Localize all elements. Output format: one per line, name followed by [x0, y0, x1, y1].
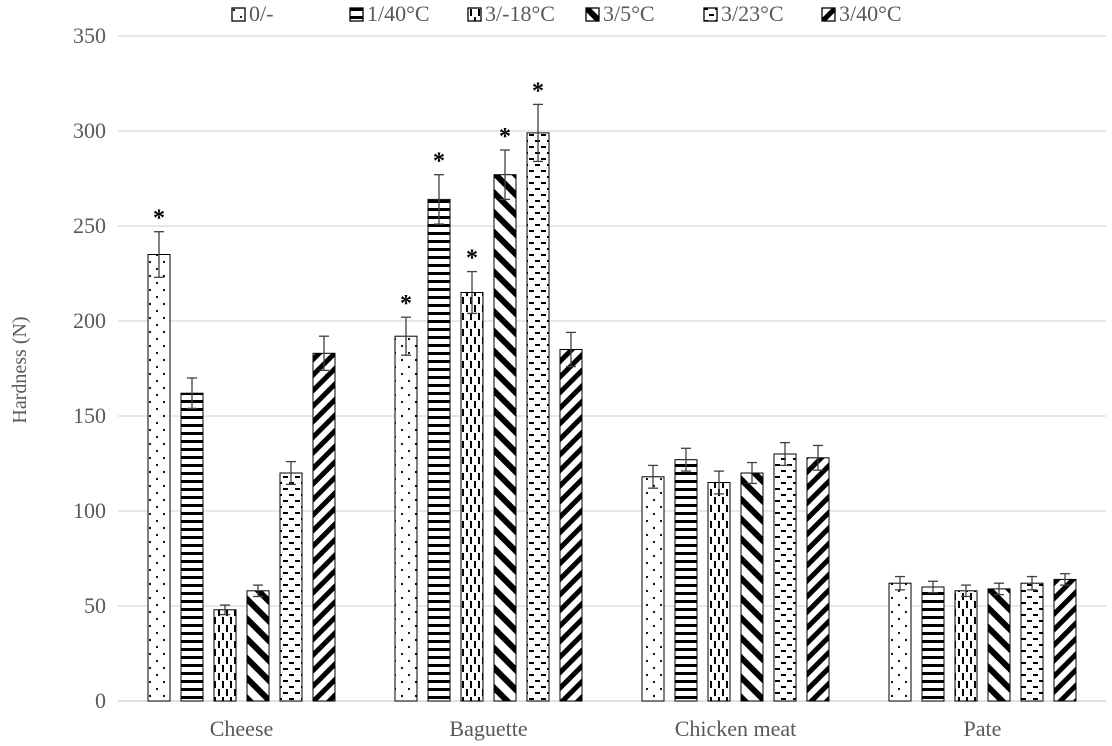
bar	[707, 482, 731, 702]
y-tick-label: 350	[73, 23, 106, 48]
x-category-label: Baguette	[449, 716, 527, 741]
legend-label: 0/-	[249, 1, 273, 26]
legend-swatch	[821, 7, 836, 22]
y-tick-label: 150	[73, 403, 106, 428]
y-tick-label: 100	[73, 498, 106, 523]
y-tick-label: 0	[95, 688, 106, 713]
bar	[740, 472, 764, 702]
bar	[147, 254, 171, 702]
bar	[526, 132, 550, 702]
bar	[460, 292, 484, 702]
significance-marker: *	[499, 124, 511, 150]
significance-marker: *	[153, 206, 165, 232]
legend-swatch	[349, 7, 364, 22]
x-category-label: Chicken meat	[675, 716, 797, 741]
bar	[888, 582, 912, 702]
legend-label: 1/40°C	[367, 1, 430, 26]
bar	[213, 609, 237, 702]
legend-swatch	[467, 7, 482, 22]
legend-swatch	[231, 7, 246, 22]
significance-marker: *	[400, 291, 412, 317]
bars: * * * * * *	[147, 78, 1077, 702]
bar	[180, 392, 204, 702]
x-category-label: Cheese	[210, 716, 274, 741]
legend-label: 3/-18°C	[485, 1, 555, 26]
axis-labels: 0 50 100 150 200 250 300 350 Cheese Baguette Chick…	[73, 23, 1001, 741]
y-tick-label: 250	[73, 213, 106, 238]
legend: 0/- 1/40°C 3/-18°C 3/5°C 3/23°C 3/40°C	[231, 1, 902, 26]
legend-label: 3/23°C	[721, 1, 784, 26]
bar	[674, 459, 698, 702]
significance-marker: *	[433, 149, 445, 175]
significance-marker: *	[532, 78, 544, 104]
bar	[246, 590, 270, 702]
y-tick-label: 50	[84, 593, 106, 618]
bar	[1020, 582, 1044, 702]
y-tick-label: 200	[73, 308, 106, 333]
x-category-label: Pate	[964, 716, 1002, 741]
bar	[806, 457, 830, 702]
y-tick-label: 300	[73, 118, 106, 143]
bar	[427, 198, 451, 702]
bar	[954, 590, 978, 702]
bar	[312, 352, 336, 702]
bar	[1053, 578, 1077, 702]
legend-label: 3/40°C	[839, 1, 902, 26]
bar	[559, 349, 583, 702]
bar	[773, 453, 797, 702]
bar	[279, 472, 303, 702]
legend-swatch	[703, 7, 718, 22]
bar	[394, 335, 418, 702]
bar	[987, 588, 1011, 702]
bar	[493, 174, 517, 702]
bar	[921, 586, 945, 702]
y-axis-title: Hardness (N)	[9, 316, 31, 423]
bar	[641, 476, 665, 702]
legend-label: 3/5°C	[603, 1, 655, 26]
significance-marker: *	[466, 246, 478, 272]
legend-swatch	[585, 7, 600, 22]
